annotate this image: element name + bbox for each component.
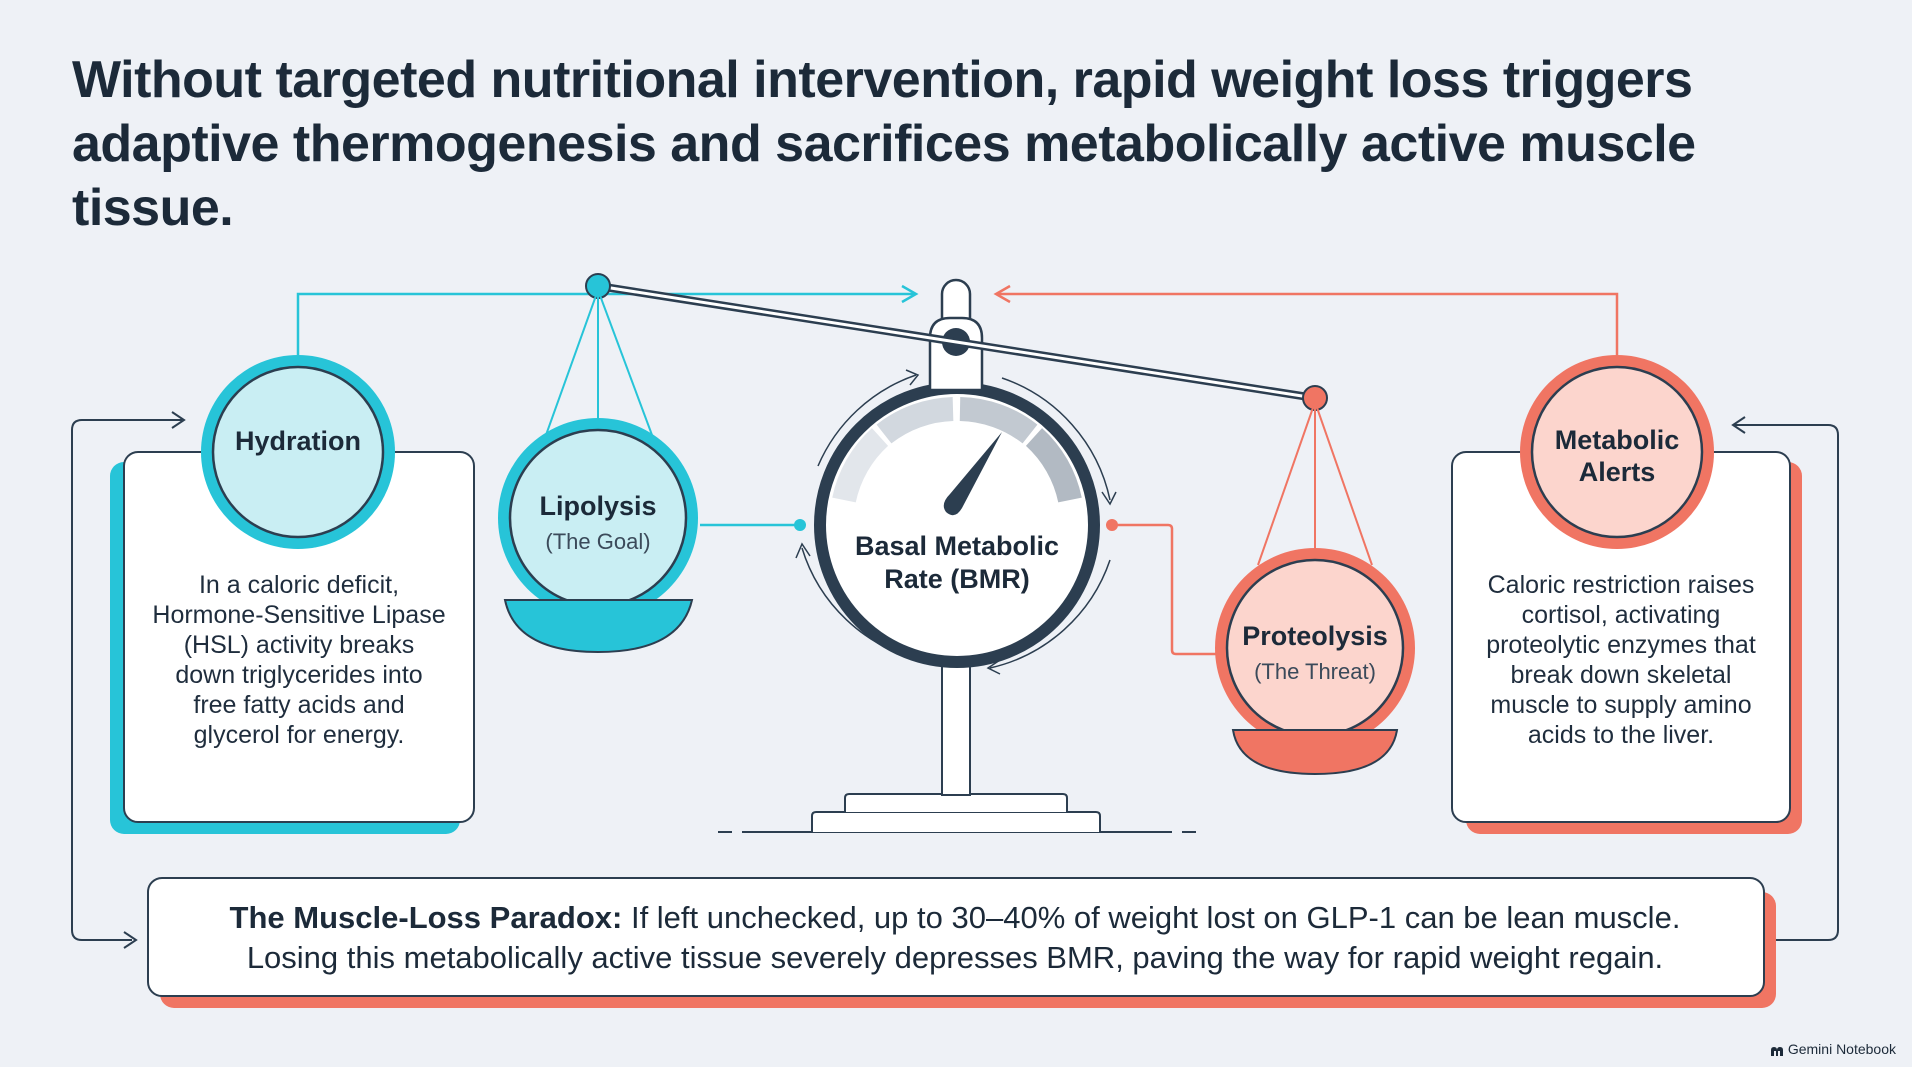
- paradox-text: The Muscle-Loss Paradox: If left uncheck…: [150, 898, 1760, 978]
- paradox-line-1: If left unchecked, up to 30–40% of weigh…: [630, 900, 1681, 935]
- left-loop-arrow-bottom: [123, 931, 138, 949]
- alerts-to-beam-line: [998, 292, 1619, 355]
- left-loop-arrow-top: [171, 411, 186, 429]
- gauge-segment-1: [832, 428, 889, 503]
- scale-stand: [718, 654, 1196, 833]
- hydration-to-beam-line: [296, 292, 914, 355]
- metabolic-alerts-label: Metabolic Alerts: [1554, 425, 1680, 487]
- proteolysis-pan: [1231, 729, 1399, 776]
- lipolysis-sublabel: (The Goal): [545, 529, 651, 554]
- paradox-box: [147, 877, 1765, 997]
- right-loop-arrow-top: [1731, 416, 1746, 434]
- right-card-text: Caloric restriction raises cortisol, act…: [1486, 571, 1756, 749]
- hydration-arrow-head: [901, 284, 919, 304]
- lipolysis-pan: [503, 599, 694, 654]
- paradox-line-2: Losing this metabolically active tissue …: [246, 940, 1664, 975]
- bmr-gauge: [814, 382, 1100, 668]
- gauge-arc-bottom-right: [989, 559, 1111, 669]
- lipolysis-label: Lipolysis (The Goal): [518, 490, 678, 558]
- proteolysis-to-gauge-line: [1112, 523, 1222, 656]
- left-card-text: In a caloric deficit, Hormone-Sensitive …: [152, 571, 446, 749]
- proteolysis-sublabel: (The Threat): [1254, 659, 1376, 684]
- brand-label: Gemini Notebook: [1787, 1041, 1896, 1057]
- headline: Without targeted nutritional interventio…: [72, 51, 1696, 237]
- gauge-segment-3: [959, 397, 1038, 444]
- gauge-segment-4: [1025, 428, 1082, 503]
- gauge-segment-2: [876, 397, 954, 444]
- proteolysis-label: Proteolysis (The Threat): [1225, 620, 1405, 688]
- paradox-title: The Muscle-Loss Paradox:: [229, 900, 623, 935]
- right-loop-connector: [1735, 424, 1839, 941]
- left-loop-connector: [71, 419, 182, 941]
- notebook-icon: [1770, 1044, 1784, 1056]
- bmr-label: Basal Metabolic Rate (BMR): [854, 531, 1060, 594]
- gauge-arc-top-right: [1001, 377, 1111, 501]
- hydration-label: Hydration: [234, 426, 361, 456]
- gauge-needle: [943, 432, 1002, 516]
- brand-mark: Gemini Notebook: [1770, 1041, 1896, 1057]
- gauge-arc-top-left: [817, 374, 917, 467]
- alerts-arrow-head: [993, 284, 1011, 304]
